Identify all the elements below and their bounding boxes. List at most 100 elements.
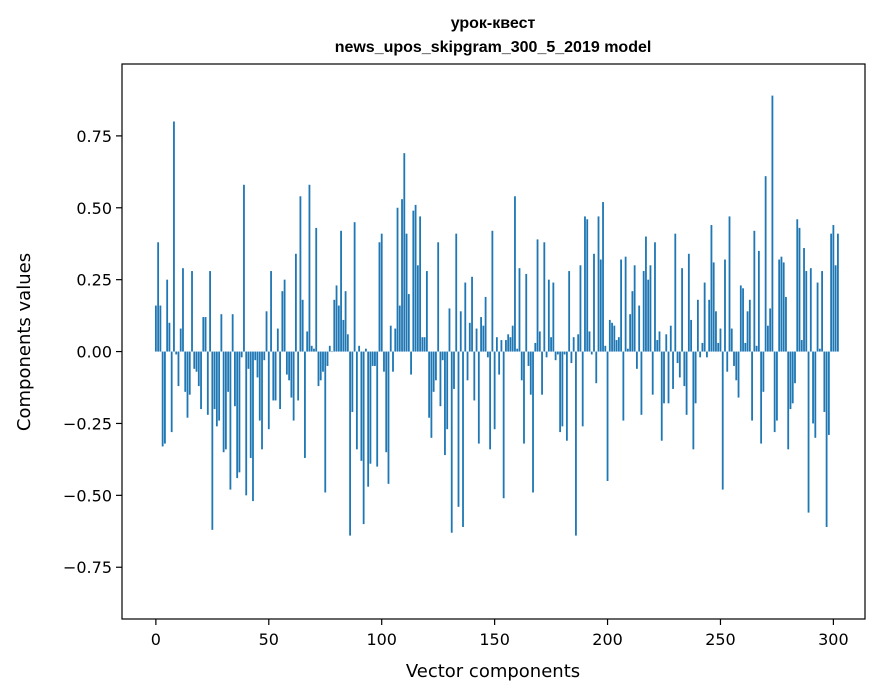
bar-226 bbox=[665, 334, 668, 352]
bar-118 bbox=[421, 337, 424, 352]
bar-243 bbox=[703, 282, 706, 352]
bar-94 bbox=[367, 351, 370, 487]
bar-42 bbox=[249, 351, 252, 458]
bar-19 bbox=[197, 351, 200, 387]
y-tick-label: 0.00 bbox=[76, 343, 112, 362]
bar-232 bbox=[678, 351, 681, 378]
bar-112 bbox=[407, 294, 410, 352]
bar-46 bbox=[258, 351, 261, 421]
bar-71 bbox=[315, 227, 318, 352]
bar-33 bbox=[229, 351, 232, 490]
bar-135 bbox=[459, 311, 462, 352]
bar-57 bbox=[283, 279, 286, 352]
bar-86 bbox=[349, 351, 351, 536]
bar-231 bbox=[676, 351, 679, 364]
bar-210 bbox=[629, 314, 632, 352]
bar-70 bbox=[313, 348, 315, 352]
x-tick-label: 50 bbox=[259, 630, 279, 649]
bar-83 bbox=[342, 319, 345, 352]
bar-215 bbox=[640, 351, 643, 415]
bar-163 bbox=[523, 351, 525, 444]
bar-235 bbox=[685, 351, 688, 415]
bar-211 bbox=[631, 291, 634, 352]
bar-200 bbox=[606, 351, 609, 481]
bar-262 bbox=[746, 311, 749, 352]
bar-251 bbox=[721, 351, 724, 490]
bar-180 bbox=[561, 351, 564, 427]
bar-289 bbox=[807, 351, 810, 513]
bar-248 bbox=[715, 311, 717, 352]
bar-233 bbox=[681, 268, 683, 352]
bar-240 bbox=[696, 299, 699, 352]
bar-126 bbox=[439, 351, 442, 407]
bar-155 bbox=[505, 340, 507, 352]
bar-247 bbox=[712, 262, 715, 352]
bar-32 bbox=[227, 351, 230, 392]
bar-204 bbox=[615, 340, 618, 352]
bar-271 bbox=[766, 325, 769, 352]
bar-132 bbox=[453, 351, 455, 389]
bar-142 bbox=[475, 328, 478, 352]
bar-117 bbox=[419, 216, 422, 352]
bar-69 bbox=[310, 345, 313, 352]
bar-24 bbox=[209, 271, 211, 352]
bar-127 bbox=[441, 351, 444, 361]
bar-196 bbox=[597, 216, 600, 352]
bar-37 bbox=[238, 351, 241, 473]
bar-81 bbox=[337, 305, 340, 352]
bar-150 bbox=[493, 351, 496, 430]
bar-30 bbox=[222, 351, 225, 453]
bar-68 bbox=[308, 184, 311, 352]
x-tick-label: 0 bbox=[151, 630, 161, 649]
bar-264 bbox=[751, 351, 753, 421]
bar-121 bbox=[428, 351, 431, 418]
bar-131 bbox=[450, 351, 453, 533]
bar-10 bbox=[177, 351, 180, 387]
y-tick-label: −0.25 bbox=[63, 414, 112, 433]
bar-190 bbox=[584, 216, 586, 352]
bar-1 bbox=[157, 242, 160, 352]
bar-15 bbox=[188, 351, 191, 395]
bar-213 bbox=[636, 351, 638, 369]
bar-9 bbox=[175, 351, 178, 355]
bar-66 bbox=[304, 351, 306, 458]
bar-55 bbox=[279, 351, 281, 410]
bar-158 bbox=[511, 325, 514, 352]
plot-frame bbox=[121, 63, 866, 620]
y-tick-label: −0.75 bbox=[63, 558, 112, 577]
bar-225 bbox=[663, 351, 665, 404]
bar-76 bbox=[326, 351, 329, 366]
y-tick-label: 0.75 bbox=[76, 127, 112, 146]
bar-109 bbox=[401, 199, 403, 352]
bar-293 bbox=[816, 282, 819, 352]
bar-183 bbox=[568, 271, 571, 352]
bar-296 bbox=[823, 351, 826, 412]
bar-7 bbox=[170, 351, 173, 433]
bar-166 bbox=[529, 351, 532, 395]
bar-270 bbox=[764, 176, 767, 352]
bar-172 bbox=[543, 242, 546, 352]
bar-95 bbox=[369, 351, 372, 464]
bar-239 bbox=[694, 351, 697, 404]
bar-49 bbox=[265, 311, 268, 352]
bar-48 bbox=[263, 351, 266, 361]
bar-299 bbox=[830, 233, 833, 352]
bar-104 bbox=[389, 325, 392, 352]
bar-133 bbox=[455, 233, 458, 352]
bar-195 bbox=[595, 351, 598, 384]
bar-56 bbox=[281, 291, 284, 352]
bar-65 bbox=[301, 299, 304, 352]
bar-300 bbox=[832, 225, 835, 352]
bar-193 bbox=[590, 351, 593, 355]
bar-266 bbox=[755, 345, 758, 352]
bar-157 bbox=[509, 337, 512, 352]
y-tick-label: 0.50 bbox=[76, 199, 112, 218]
bar-13 bbox=[184, 351, 187, 392]
bar-174 bbox=[547, 279, 550, 352]
bar-147 bbox=[486, 351, 489, 358]
bar-134 bbox=[457, 351, 460, 507]
bar-241 bbox=[699, 351, 702, 358]
bar-265 bbox=[753, 230, 756, 352]
bar-105 bbox=[392, 351, 394, 372]
bar-229 bbox=[672, 351, 674, 389]
